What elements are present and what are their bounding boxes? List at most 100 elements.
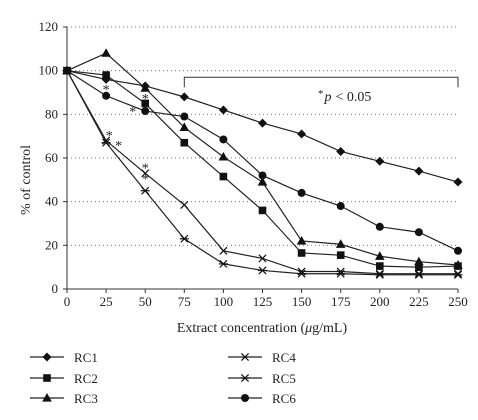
asterisk-1: * [103, 83, 110, 98]
asterisk-2: * [106, 129, 113, 144]
point-rc1-75 [179, 92, 189, 102]
x-tick-label-225: 225 [409, 294, 429, 309]
point-rc3-75 [179, 122, 190, 132]
point-rc2-100 [219, 172, 228, 181]
y-tick-label-80: 80 [45, 106, 58, 121]
asterisk-6: * [142, 92, 149, 107]
legend-marker-rc5 [240, 373, 250, 383]
x-axis-label-mu: μ [304, 321, 312, 336]
legend-marker-rc6 [241, 394, 249, 402]
point-rc3-250 [453, 259, 463, 269]
point-rc2-50 [141, 99, 149, 108]
point-rc6-25 [102, 91, 111, 100]
point-rc4-75 [180, 200, 189, 209]
ticks: 0 20 40 60 80 100 120 0 25 50 75 100 125 150 175 200 225… [39, 19, 468, 309]
point-rc5-125 [258, 266, 267, 275]
asterisk-3: * [115, 139, 122, 154]
legend-label-rc2: RC2 [74, 371, 98, 386]
point-rc3-100 [218, 151, 229, 161]
legend-label-rc3: RC3 [74, 391, 98, 406]
series-rc1 [62, 66, 463, 187]
point-rc4-225 [414, 269, 423, 278]
y-axis-label: % of control [19, 145, 34, 215]
legend-marker-rc2 [43, 374, 51, 382]
point-rc1-250 [453, 177, 463, 187]
point-rc5-150 [297, 269, 307, 278]
y-tick-label-40: 40 [45, 194, 58, 209]
point-rc3-200 [375, 251, 385, 260]
x-tick-label-250: 250 [448, 294, 468, 309]
y-tick-label-100: 100 [39, 63, 59, 78]
x-axis-label-suffix: g/mL) [312, 321, 347, 336]
legend-marker-rc4 [240, 352, 250, 362]
point-rc5-75 [179, 234, 189, 243]
point-rc3-225 [414, 256, 424, 266]
series-rc3 [62, 48, 463, 269]
point-rc1-225 [414, 166, 424, 176]
point-rc4-100 [219, 246, 228, 255]
point-rc3-50 [140, 83, 150, 92]
point-rc3-175 [335, 239, 346, 248]
legend-item-rc2: RC2 [30, 371, 98, 386]
legend-item-rc3: RC3 [30, 391, 98, 406]
y-tick-label-0: 0 [52, 281, 59, 296]
point-rc2-200 [376, 262, 384, 270]
asterisk-4: * [142, 162, 149, 177]
series-line-rc3 [66, 52, 459, 266]
point-rc5-225 [414, 270, 424, 279]
x-tick-label-100: 100 [214, 294, 234, 309]
point-rc2-175 [336, 251, 345, 259]
point-rc6-50 [141, 107, 150, 116]
legend-label-rc1: RC1 [74, 350, 98, 365]
point-rc6-0 [63, 66, 71, 75]
legend-item-rc6: RC6 [228, 391, 296, 406]
legend-item-rc4: RC4 [228, 350, 296, 365]
y-tick-label-60: 60 [45, 150, 58, 165]
point-rc5-100 [218, 259, 228, 268]
series-line-rc2 [66, 70, 459, 268]
x-tick-label-75: 75 [178, 294, 191, 309]
legend: RC1 RC2 RC3 RC4 RC5 RC6 [30, 350, 296, 406]
point-rc6-200 [375, 222, 384, 231]
point-rc4-125 [258, 254, 267, 263]
point-rc6-100 [219, 135, 228, 144]
x-axis-label: Extract concentration (μg/mL) [177, 321, 348, 336]
asterisk-5: * [142, 173, 149, 188]
point-rc3-25 [101, 48, 111, 57]
significance-operator: < 0.05 [336, 90, 372, 105]
point-rc3-125 [257, 177, 268, 186]
significance-label: *p < 0.05 [318, 88, 371, 105]
point-rc2-225 [415, 263, 423, 271]
significance-bracket [183, 76, 459, 88]
legend-marker-rc3 [42, 393, 52, 402]
series-line-rc6 [66, 70, 459, 252]
point-rc5-50 [140, 186, 150, 195]
point-rc4-250 [453, 269, 463, 278]
point-rc2-25 [102, 71, 110, 79]
x-axis-label-prefix: Extract concentration ( [177, 321, 306, 336]
significance-p: p [324, 90, 332, 105]
series-rc6 [63, 66, 462, 255]
point-rc4-200 [375, 269, 384, 278]
legend-label-rc4: RC4 [272, 350, 296, 365]
x-tick-label-25: 25 [100, 294, 113, 309]
asterisk-7: * [129, 105, 136, 120]
point-rc1-100 [218, 105, 228, 115]
point-rc5-250 [453, 270, 463, 279]
point-rc6-75 [180, 112, 189, 121]
x-tick-label-125: 125 [253, 294, 273, 309]
point-rc1-125 [258, 118, 267, 128]
legend-label-rc5: RC5 [272, 371, 296, 386]
legend-item-rc5: RC5 [228, 371, 296, 386]
point-rc2-150 [297, 249, 306, 257]
point-rc1-175 [336, 146, 346, 156]
point-rc6-150 [297, 188, 306, 197]
x-tick-label-175: 175 [331, 294, 351, 309]
point-rc5-175 [336, 269, 346, 278]
y-tick-label-20: 20 [45, 237, 58, 252]
x-tick-label-150: 150 [292, 294, 312, 309]
legend-label-rc6: RC6 [272, 391, 296, 406]
point-rc6-175 [336, 202, 345, 211]
